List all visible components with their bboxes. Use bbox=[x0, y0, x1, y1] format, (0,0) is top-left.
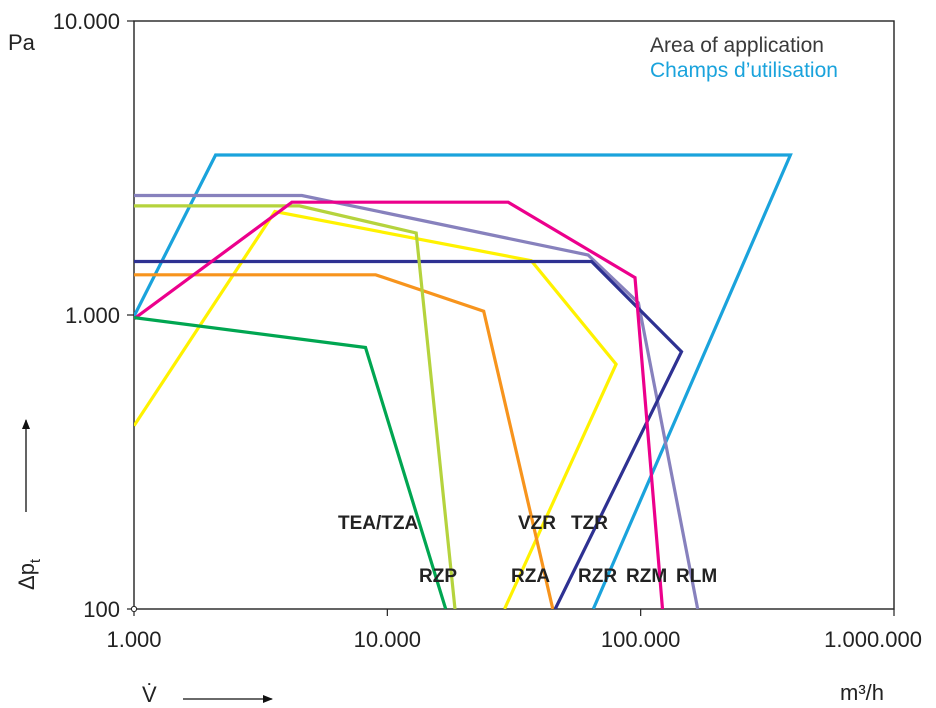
series-line-rlm bbox=[134, 193, 700, 609]
series-label-rzp: RZP bbox=[419, 566, 457, 587]
legend: Area of application Champs d’utilisation bbox=[650, 34, 838, 82]
series-line-rzm bbox=[134, 200, 665, 609]
series-line-tea-tza bbox=[134, 316, 448, 609]
plot-frame bbox=[133, 20, 895, 610]
series-label-rlm: RLM bbox=[676, 566, 717, 587]
x-tick-label: 1.000.000 bbox=[824, 627, 922, 652]
y-tick-label: 10.000 bbox=[53, 9, 120, 34]
x-axis-title: V̇ bbox=[142, 682, 157, 707]
x-unit-label: m³/h bbox=[840, 680, 884, 705]
x-tick-label: 1.000 bbox=[106, 627, 161, 652]
series-layer bbox=[134, 153, 793, 609]
series-label-rzm: RZM bbox=[626, 566, 667, 587]
y-tick-label: 1.000 bbox=[65, 303, 120, 328]
legend-line-1: Area of application bbox=[650, 34, 824, 57]
legend-line-2: Champs d’utilisation bbox=[650, 59, 838, 82]
series-line-rza bbox=[134, 273, 555, 609]
y-unit-label: Pa bbox=[8, 30, 36, 55]
series-label-tzr: TZR bbox=[571, 513, 608, 534]
ticks-layer: 1.000 10.000 100.000 1.000.000 100 1.000 10.00… bbox=[53, 9, 922, 652]
svg-text:Δpt: Δpt bbox=[14, 558, 44, 590]
y-tick-label: 100 bbox=[83, 597, 120, 622]
series-label-rza: RZA bbox=[511, 566, 550, 587]
y-axis-title: Δpt bbox=[14, 558, 44, 590]
y-axis-title-main: Δp bbox=[14, 563, 39, 590]
series-line-tzr bbox=[134, 259, 684, 609]
series-line-vzr bbox=[134, 209, 618, 609]
x-tick-label: 10.000 bbox=[354, 627, 421, 652]
series-label-vzr: VZR bbox=[518, 513, 556, 534]
series-label-tea-tza: TEA/TZA bbox=[338, 513, 418, 534]
y-axis-title-sub: t bbox=[27, 558, 44, 563]
series-line-rzr bbox=[134, 153, 793, 609]
series-label-rzr: RZR bbox=[578, 566, 617, 587]
series-labels-layer: TEA/TZA RZP RZA VZR TZR RZR RZM RLM bbox=[338, 513, 717, 587]
origin-marker bbox=[130, 605, 138, 613]
x-tick-label: 100.000 bbox=[601, 627, 681, 652]
series-line-rzp bbox=[134, 204, 457, 609]
